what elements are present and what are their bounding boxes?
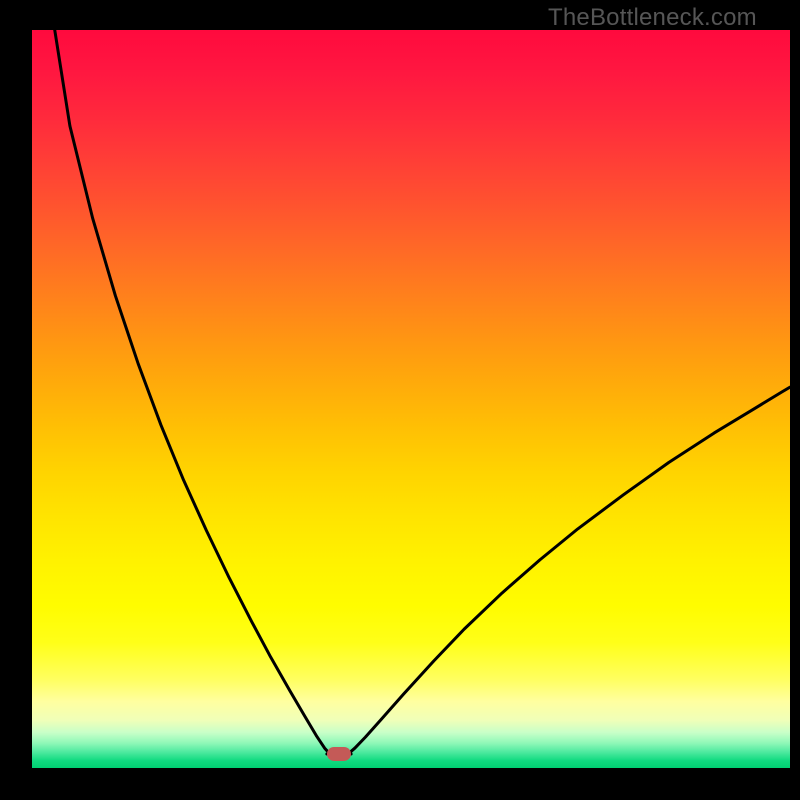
gradient-background: [32, 30, 790, 768]
vertex-marker: [327, 747, 351, 761]
chart-frame: TheBottleneck.com: [0, 0, 800, 800]
watermark-text: TheBottleneck.com: [548, 4, 757, 32]
plot-area: [32, 30, 790, 768]
